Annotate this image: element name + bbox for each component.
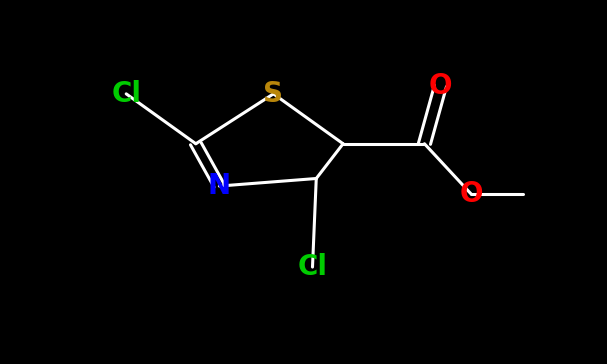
Text: Cl: Cl <box>297 253 328 281</box>
Text: N: N <box>208 172 231 200</box>
Text: O: O <box>429 72 452 100</box>
Text: S: S <box>263 80 283 108</box>
Text: Cl: Cl <box>111 80 141 108</box>
Text: O: O <box>459 180 483 208</box>
